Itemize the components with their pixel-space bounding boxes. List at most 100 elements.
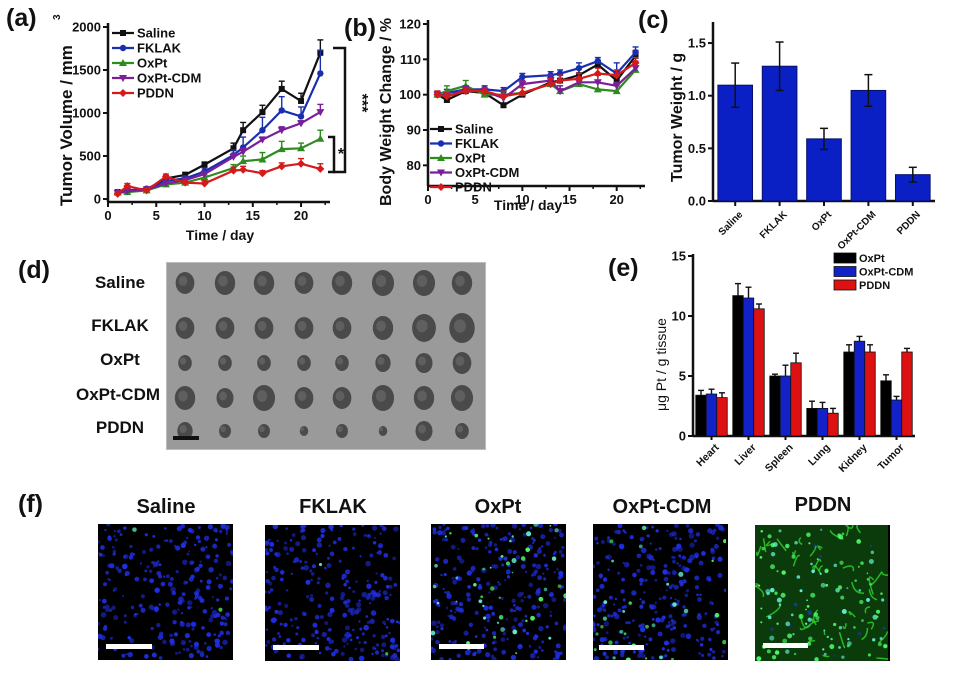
nucleus-dot: [369, 553, 374, 558]
nucleus-dot: [100, 612, 107, 618]
nucleus-dot: [206, 579, 212, 585]
nucleus-dot: [543, 553, 547, 557]
series-line: [117, 111, 321, 195]
series-oxpt-cdm: [113, 103, 325, 197]
green-signal-dot: [769, 635, 775, 641]
nucleus-dot: [305, 594, 310, 599]
nucleus-dot: [442, 587, 445, 591]
green-signal-dot: [603, 600, 608, 605]
nucleus-dot: [628, 641, 631, 645]
nucleus-dot: [175, 545, 181, 551]
y-tick-label: 100: [399, 87, 421, 102]
nucleus-dot: [513, 617, 518, 622]
nucleus-dot: [148, 569, 153, 573]
marker-fklak: [317, 70, 324, 77]
nucleus-dot: [602, 577, 608, 582]
nucleus-dot: [678, 564, 682, 568]
nucleus-dot: [318, 651, 322, 655]
nucleus-dot: [214, 529, 218, 533]
nucleus-dot: [545, 541, 551, 546]
nucleus-dot: [355, 636, 360, 640]
nucleus-dot: [549, 610, 552, 613]
green-signal-dot: [840, 595, 845, 600]
nucleus-dot: [194, 596, 198, 600]
legend-label: OxPt: [859, 253, 885, 265]
nucleus-dot: [437, 620, 441, 624]
nucleus-dot: [599, 575, 603, 579]
nucleus-dot: [384, 595, 389, 601]
bar-oxpt-liver: [732, 295, 744, 437]
nucleus-dot: [500, 596, 504, 601]
nucleus-dot: [685, 524, 690, 528]
nucleus-dot: [205, 546, 208, 549]
nucleus-dot: [668, 614, 673, 619]
nucleus-dot: [593, 637, 595, 642]
nucleus-dot: [282, 642, 286, 646]
nucleus-dot: [317, 576, 321, 581]
marker-oxpt-cdm: [258, 136, 267, 144]
nucleus-dot: [485, 524, 490, 528]
marker-oxpt-cdm: [119, 75, 127, 82]
nucleus-dot: [341, 637, 348, 643]
marker-pddn: [161, 172, 170, 181]
nucleus-dot: [121, 653, 126, 658]
bar-pddn-spleen: [790, 362, 802, 437]
y-axis-label-e: μg Pt / g tissue: [653, 318, 669, 411]
nucleus-dot: [452, 579, 457, 585]
nucleus-dot: [667, 571, 671, 575]
nucleus-dot: [517, 606, 523, 612]
nucleus-dot: [206, 632, 212, 637]
nucleus-dot: [602, 608, 607, 613]
green-signal-dot: [771, 655, 777, 660]
nucleus-dot: [662, 569, 668, 575]
nucleus-dot: [521, 524, 527, 528]
nucleus-dot: [857, 631, 862, 636]
nucleus-dot: [347, 607, 353, 613]
green-signal-dot: [487, 537, 490, 540]
nucleus-dot: [687, 568, 690, 571]
nucleus-dot: [717, 572, 723, 578]
nucleus-dot: [381, 526, 387, 531]
nucleus-dot: [537, 575, 543, 581]
nucleus-dot: [708, 637, 712, 642]
x-tick-label: 10: [197, 208, 211, 223]
nucleus-dot: [667, 621, 671, 624]
nucleus-dot: [191, 627, 195, 631]
nucleus-dot: [138, 603, 143, 608]
marker-pddn: [437, 183, 445, 191]
green-signal-dot: [530, 615, 535, 621]
nucleus-dot: [199, 598, 205, 603]
green-signal-dot: [837, 585, 843, 590]
green-signal-dot: [816, 558, 819, 561]
green-signal-dot: [846, 644, 850, 648]
nucleus-dot: [593, 622, 596, 627]
nucleus-dot: [669, 627, 674, 631]
nucleus-dot: [639, 604, 644, 609]
nucleus-dot: [346, 598, 351, 604]
nucleus-dot: [638, 624, 642, 628]
marker-pddn: [229, 166, 238, 175]
green-signal-dot: [776, 597, 782, 603]
nucleus-dot: [183, 580, 188, 585]
nucleus-dot: [557, 576, 562, 580]
nucleus-dot: [640, 653, 646, 659]
nucleus-dot: [501, 649, 507, 655]
nucleus-dot: [502, 631, 506, 636]
y-tick-label: 5: [679, 369, 686, 384]
nucleus-dot: [639, 577, 645, 583]
nucleus-dot: [358, 599, 361, 602]
marker-oxpt: [119, 59, 127, 66]
legend-item-oxpt: OxPt: [833, 252, 885, 265]
bar-oxpt-heart: [695, 394, 707, 437]
green-signal-dot: [824, 568, 829, 573]
marker-pddn: [297, 159, 306, 168]
nucleus-dot: [326, 636, 331, 642]
nucleus-dot: [337, 537, 342, 541]
nucleus-dot: [622, 529, 626, 533]
nucleus-dot: [451, 616, 457, 621]
nucleus-dot: [272, 565, 277, 570]
nucleus-dot: [345, 569, 351, 575]
nucleus-dot: [130, 605, 135, 610]
marker-fklak: [519, 73, 526, 81]
photo-row-label-oxpt: OxPt: [100, 350, 140, 369]
